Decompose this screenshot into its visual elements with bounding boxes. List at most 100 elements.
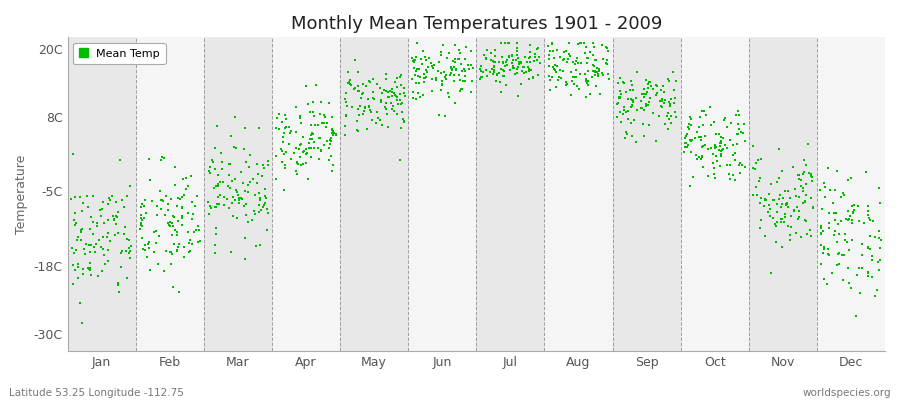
Point	[303, 154, 318, 160]
Point	[279, 124, 293, 130]
Point	[379, 71, 393, 77]
Point	[662, 77, 677, 84]
Point	[311, 135, 326, 141]
Point	[508, 71, 522, 78]
Point	[379, 76, 393, 83]
Point	[304, 144, 319, 151]
Point	[224, 178, 238, 184]
Point	[158, 212, 172, 219]
Point	[600, 71, 615, 77]
Point	[814, 223, 829, 229]
Point	[669, 114, 683, 120]
Point	[581, 54, 596, 61]
Point	[662, 116, 677, 122]
Point	[296, 148, 310, 154]
Point	[101, 246, 115, 253]
Point	[638, 91, 652, 97]
Point	[591, 68, 606, 74]
Point	[67, 250, 81, 257]
Point	[397, 118, 411, 125]
Point	[861, 244, 876, 250]
Point	[117, 231, 131, 238]
Point	[584, 73, 598, 80]
Point	[209, 183, 223, 190]
Point	[169, 232, 184, 238]
Point	[583, 48, 598, 55]
Point	[394, 125, 409, 131]
Bar	[680, 37, 749, 351]
Point	[527, 51, 542, 57]
Point	[425, 62, 439, 69]
Point	[783, 195, 797, 201]
Point	[122, 245, 136, 251]
Point	[322, 156, 337, 163]
Point	[491, 70, 506, 76]
Point	[662, 103, 677, 109]
Point	[559, 82, 573, 88]
Point	[454, 61, 468, 67]
Point	[176, 192, 191, 198]
Point	[791, 216, 806, 222]
Point	[734, 128, 749, 135]
Point	[417, 75, 431, 81]
Point	[241, 219, 256, 225]
Point	[369, 109, 383, 115]
Point	[256, 161, 270, 168]
Point	[329, 132, 344, 138]
Point	[171, 195, 185, 202]
Point	[510, 54, 525, 61]
Point	[112, 289, 126, 296]
Point	[544, 48, 558, 54]
Point	[614, 119, 628, 125]
Point	[545, 74, 560, 80]
Point	[758, 233, 772, 239]
Point	[386, 108, 400, 114]
Point	[524, 67, 538, 74]
Point	[763, 270, 778, 276]
Point	[302, 145, 316, 151]
Point	[184, 173, 199, 179]
Point	[256, 204, 270, 211]
Point	[150, 203, 165, 209]
Point	[211, 171, 225, 178]
Point	[664, 112, 679, 119]
Point	[237, 146, 251, 153]
Point	[121, 275, 135, 282]
Point	[610, 101, 625, 107]
Point	[872, 267, 886, 274]
Point	[436, 69, 451, 76]
Point	[182, 240, 196, 246]
Point	[364, 109, 378, 115]
Point	[699, 112, 714, 118]
Point	[757, 196, 771, 202]
Point	[454, 76, 468, 83]
Point	[109, 221, 123, 227]
Point	[428, 75, 443, 81]
Point	[680, 144, 694, 150]
Point	[272, 126, 286, 132]
Point	[418, 67, 433, 73]
Point	[502, 40, 517, 46]
Point	[107, 217, 122, 224]
Point	[163, 249, 177, 255]
Point	[167, 240, 182, 247]
Point	[840, 239, 854, 245]
Point	[289, 144, 303, 151]
Point	[93, 207, 107, 214]
Point	[650, 82, 664, 89]
Point	[84, 242, 98, 248]
Point	[86, 219, 100, 226]
Point	[169, 229, 184, 235]
Point	[580, 60, 594, 66]
Point	[374, 97, 389, 103]
Point	[490, 72, 504, 78]
Point	[614, 90, 628, 97]
Point	[546, 66, 561, 72]
Point	[406, 95, 420, 102]
Point	[542, 56, 556, 62]
Point	[419, 57, 434, 64]
Point	[140, 254, 154, 260]
Point	[652, 113, 667, 120]
Point	[181, 182, 195, 189]
Point	[549, 69, 563, 75]
